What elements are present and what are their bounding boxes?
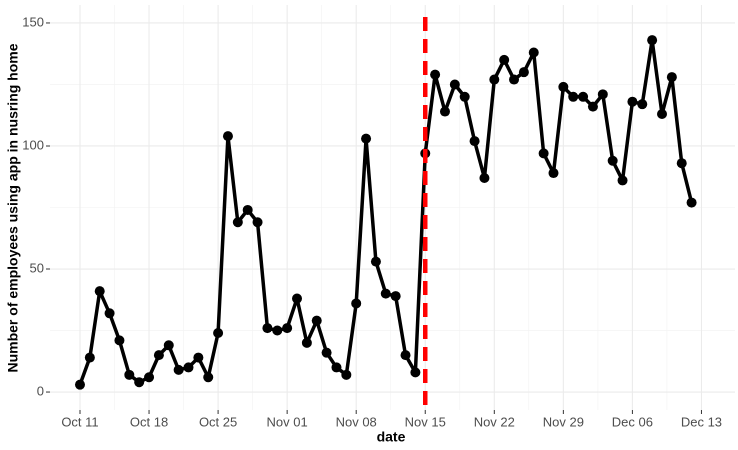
- point: [124, 369, 135, 380]
- point: [282, 323, 293, 334]
- point: [499, 54, 510, 65]
- point: [676, 158, 687, 169]
- point: [232, 217, 243, 228]
- point: [74, 379, 85, 390]
- x-tick-label: Nov 22: [474, 414, 515, 429]
- point: [439, 106, 450, 117]
- x-tick-label: Nov 29: [543, 414, 584, 429]
- point: [410, 367, 421, 378]
- point: [449, 79, 460, 90]
- point: [558, 81, 569, 92]
- point: [548, 168, 559, 179]
- point: [193, 352, 204, 363]
- x-tick-label: Oct 11: [61, 414, 98, 429]
- point: [331, 362, 342, 373]
- y-tick-label: 50: [30, 260, 44, 275]
- y-tick-label: 100: [22, 137, 44, 152]
- point: [538, 148, 549, 159]
- x-tick-label: Nov 15: [405, 414, 446, 429]
- x-axis-label: date: [377, 429, 406, 445]
- point: [597, 89, 608, 100]
- point: [311, 315, 322, 326]
- point: [370, 256, 381, 267]
- x-tick-label: Dec 06: [612, 414, 653, 429]
- point: [568, 91, 579, 102]
- x-tick-label: Oct 25: [199, 414, 237, 429]
- x-tick-label: Dec 13: [681, 414, 722, 429]
- point: [637, 99, 648, 110]
- point: [183, 362, 194, 373]
- point: [301, 337, 312, 348]
- point: [292, 293, 303, 304]
- y-tick-label: 0: [37, 383, 44, 398]
- point: [104, 308, 115, 319]
- point: [666, 72, 677, 83]
- point: [607, 155, 618, 166]
- point: [479, 172, 490, 183]
- point: [578, 91, 589, 102]
- point: [430, 69, 441, 80]
- point: [400, 350, 411, 361]
- point: [351, 298, 362, 309]
- point: [390, 291, 401, 302]
- point: [321, 347, 332, 358]
- point: [361, 133, 372, 144]
- point: [272, 325, 283, 336]
- point: [587, 101, 598, 112]
- point: [134, 377, 145, 388]
- point: [469, 136, 480, 147]
- point: [647, 35, 658, 46]
- point: [617, 175, 628, 186]
- point: [380, 288, 391, 299]
- point: [222, 131, 233, 142]
- point: [528, 47, 539, 58]
- point: [242, 204, 253, 215]
- point: [657, 109, 668, 120]
- x-tick-label: Nov 01: [267, 414, 308, 429]
- point: [163, 340, 174, 351]
- point: [252, 217, 263, 228]
- point: [94, 286, 105, 297]
- point: [114, 335, 125, 346]
- point: [153, 350, 164, 361]
- point: [627, 96, 638, 107]
- point: [262, 323, 273, 334]
- point: [84, 352, 95, 363]
- y-axis-label: Number of employees using app in nusring…: [5, 43, 21, 372]
- point: [213, 327, 224, 338]
- point: [341, 369, 352, 380]
- point: [518, 67, 529, 78]
- point: [173, 364, 184, 375]
- point: [686, 197, 697, 208]
- x-tick-label: Oct 18: [130, 414, 168, 429]
- y-tick-label: 150: [22, 14, 44, 29]
- x-tick-label: Nov 08: [336, 414, 377, 429]
- point: [144, 372, 155, 383]
- point: [489, 74, 500, 85]
- point: [203, 372, 214, 383]
- point: [509, 74, 520, 85]
- point: [459, 91, 470, 102]
